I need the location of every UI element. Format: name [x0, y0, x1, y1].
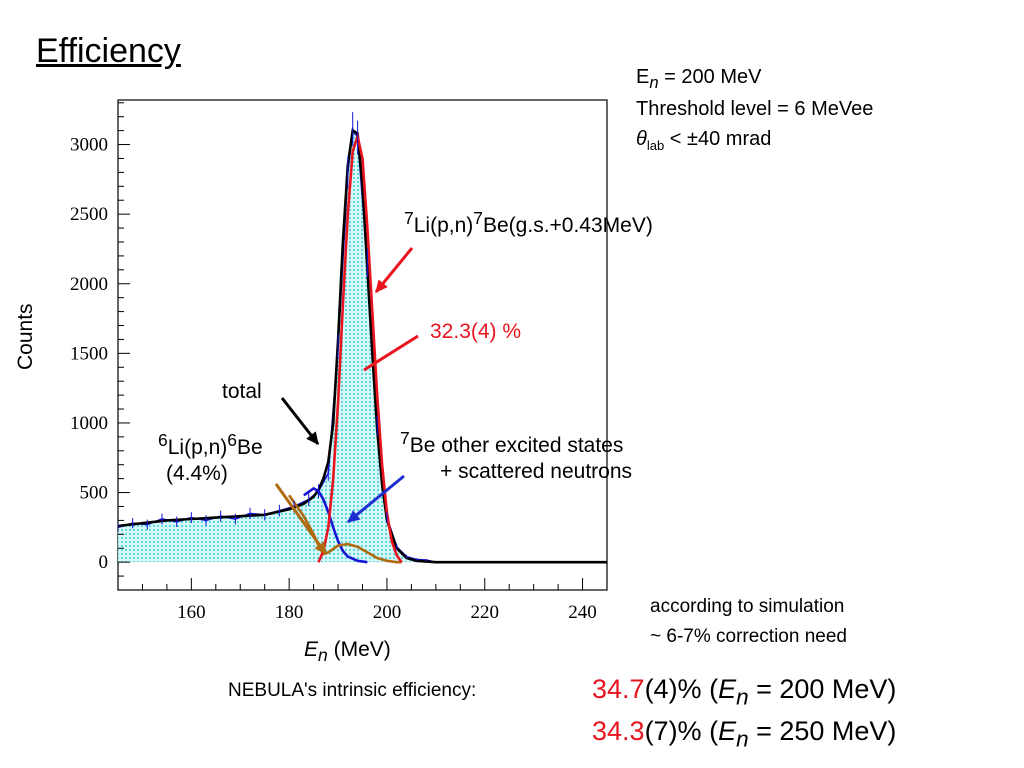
annotation-scattered-label: + scattered neutrons [440, 460, 633, 483]
y-tick-label: 3000 [70, 135, 108, 156]
y-tick-label: 500 [80, 483, 109, 504]
arrow-gs-head [375, 279, 388, 293]
intrinsic-efficiency-200: 34.7(4)% (En = 200 MeV) [592, 674, 897, 710]
simulation-note-line-1: according to simulation [650, 596, 845, 617]
data-fill-area [118, 129, 607, 563]
y-tick-label: 1500 [70, 343, 108, 364]
y-tick-label: 0 [99, 552, 109, 573]
arrow-total-head [306, 431, 319, 445]
annotation-total-label: total [222, 380, 262, 403]
x-tick-label: 160 [177, 602, 206, 623]
annotation-gs-fraction: 32.3(4) % [430, 320, 522, 343]
y-tick-label: 2000 [70, 274, 108, 295]
simulation-note: according to simulation ~ 6-7% correctio… [650, 592, 847, 652]
x-axis-label: En (MeV) [304, 638, 391, 666]
annotation-gs-label: 7Li(p,n)7Be(g.s.+0.43MeV) [404, 208, 653, 237]
angle-condition: θlab < ±40 mrad [636, 128, 772, 153]
intrinsic-efficiency-250: 34.3(7)% (En = 250 MeV) [592, 716, 897, 752]
y-tick-label: 1000 [70, 413, 108, 434]
arrow-excited [347, 474, 405, 524]
series-gs-line [317, 131, 403, 563]
arrow-excited-head [347, 510, 361, 523]
x-tick-label: 200 [373, 602, 402, 623]
threshold-condition: Threshold level = 6 MeVee [636, 98, 874, 120]
arrow-li6-head [314, 541, 327, 555]
series-excited-line [303, 486, 368, 564]
slide-title: Efficiency [36, 32, 181, 70]
simulation-note-line-2: ~ 6-7% correction need [650, 626, 847, 647]
y-axis-label: Counts [14, 303, 37, 370]
x-tick-label: 220 [471, 602, 500, 623]
line-gs-fraction [363, 334, 419, 372]
intrinsic-efficiency-label: NEBULA's intrinsic efficiency: [228, 680, 477, 701]
annotation-excited-label: 7Be other excited states [400, 428, 624, 457]
x-tick-label: 240 [568, 602, 597, 623]
annotation-li6-label: 6Li(p,n)6Be [158, 430, 263, 459]
x-tick-label: 180 [275, 602, 304, 623]
annotation-li6-fraction: (4.4%) [166, 462, 228, 485]
energy-condition: En = 200 MeV [636, 66, 762, 92]
y-tick-label: 2500 [70, 204, 108, 225]
arrow-li6 [274, 483, 328, 555]
